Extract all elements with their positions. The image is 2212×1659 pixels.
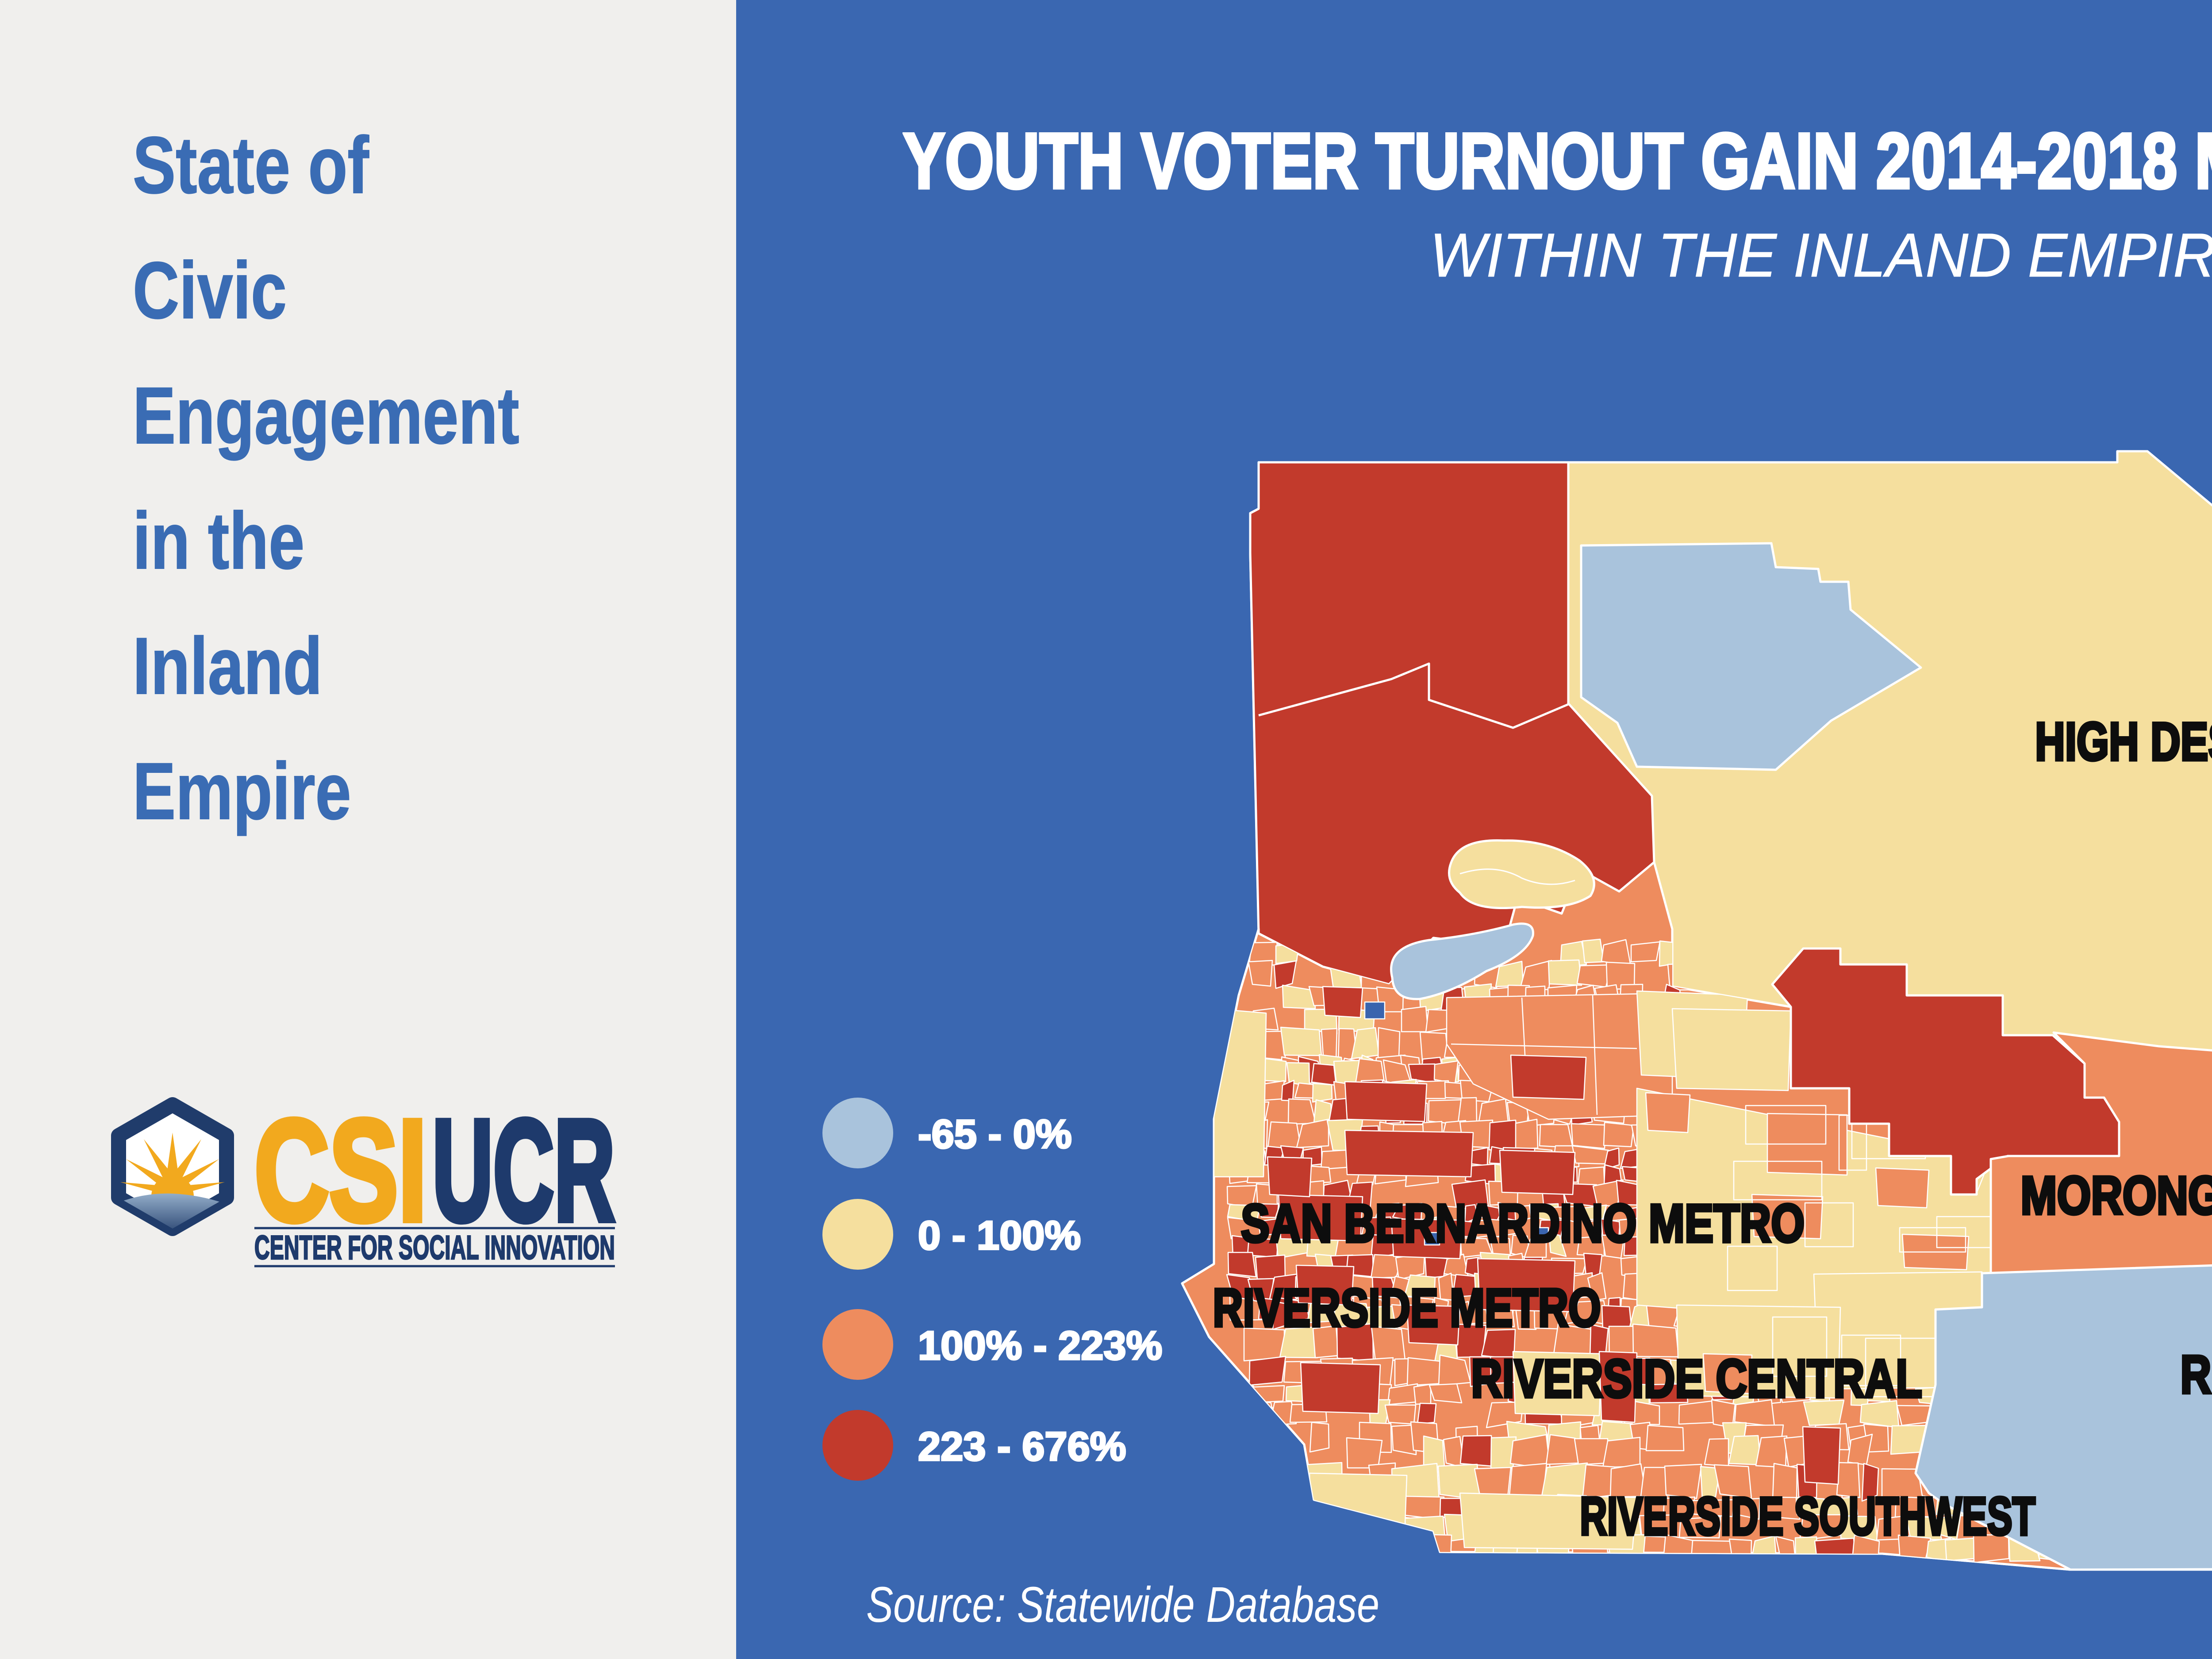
svg-text:CENTER FOR SOCIAL INNOVATION: CENTER FOR SOCIAL INNOVATION <box>254 1229 615 1267</box>
svg-text:CSI: CSI <box>254 1090 427 1251</box>
svg-text:UCR: UCR <box>432 1090 615 1251</box>
